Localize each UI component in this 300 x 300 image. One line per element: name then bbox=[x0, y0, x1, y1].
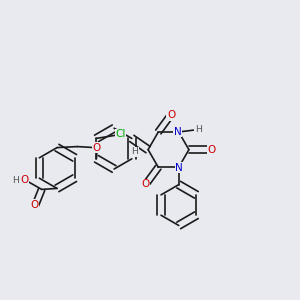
Text: H: H bbox=[13, 176, 20, 185]
Text: N: N bbox=[174, 127, 182, 137]
Text: H: H bbox=[131, 147, 138, 156]
Text: Cl: Cl bbox=[115, 129, 125, 139]
Text: N: N bbox=[176, 163, 183, 173]
Text: O: O bbox=[92, 142, 100, 153]
Text: O: O bbox=[207, 145, 215, 154]
Text: O: O bbox=[30, 200, 38, 210]
Text: O: O bbox=[167, 110, 175, 120]
Text: O: O bbox=[142, 179, 150, 189]
Text: H: H bbox=[195, 125, 202, 134]
Text: O: O bbox=[20, 175, 28, 185]
